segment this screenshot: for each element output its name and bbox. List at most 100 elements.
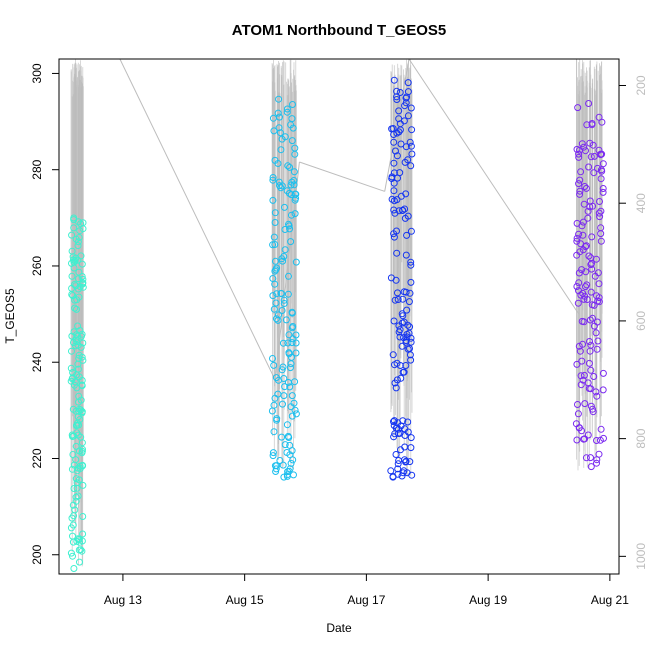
data-point xyxy=(283,421,291,429)
data-point xyxy=(70,224,78,232)
data-point xyxy=(589,141,597,149)
data-point xyxy=(587,288,595,296)
data-point xyxy=(285,331,293,339)
data-point xyxy=(70,339,77,346)
data-point xyxy=(594,164,601,172)
data-point xyxy=(577,381,585,389)
data-point xyxy=(280,300,288,307)
data-point xyxy=(398,342,406,350)
data-point xyxy=(269,355,276,362)
data-point xyxy=(575,230,583,238)
data-point xyxy=(392,384,400,392)
data-point xyxy=(586,139,594,147)
data-point xyxy=(586,338,593,345)
data-point xyxy=(394,465,402,473)
data-point xyxy=(575,269,583,277)
data-point xyxy=(575,342,583,350)
data-point xyxy=(407,227,415,235)
data-point xyxy=(583,281,591,289)
data-point xyxy=(582,283,589,291)
data-point xyxy=(73,421,81,429)
y-tick-label: 240 xyxy=(30,352,44,372)
data-point xyxy=(76,327,84,334)
data-point xyxy=(286,465,294,473)
data-point xyxy=(593,345,601,353)
data-point xyxy=(597,237,605,245)
data-point xyxy=(588,233,596,241)
data-point xyxy=(272,257,279,265)
data-point xyxy=(390,417,398,425)
data-point xyxy=(282,316,290,324)
data-point xyxy=(279,400,286,408)
data-point xyxy=(576,347,584,355)
data-point xyxy=(78,537,86,545)
data-point xyxy=(275,311,282,319)
data-point xyxy=(270,401,278,409)
data-point xyxy=(74,360,82,368)
data-point xyxy=(404,79,412,87)
data-point xyxy=(389,473,397,481)
data-point xyxy=(585,252,593,260)
data-point xyxy=(75,398,82,406)
right-tick-label: 200 xyxy=(634,75,648,95)
data-point xyxy=(573,234,581,242)
data-point xyxy=(574,104,582,112)
data-point xyxy=(388,173,396,181)
data-point xyxy=(77,252,85,260)
data-point xyxy=(394,460,402,468)
data-point xyxy=(276,129,284,137)
data-point xyxy=(575,424,583,432)
y-tick-label: 220 xyxy=(30,448,44,468)
data-point xyxy=(284,290,292,298)
data-point xyxy=(271,219,279,226)
data-point xyxy=(68,272,76,280)
data-point xyxy=(284,379,292,386)
data-point xyxy=(270,233,278,241)
data-point xyxy=(78,273,86,280)
data-point xyxy=(289,335,297,343)
data-point xyxy=(407,444,415,452)
data-point xyxy=(292,258,300,266)
data-point xyxy=(405,298,413,306)
data-point xyxy=(574,410,582,418)
data-point xyxy=(79,513,87,520)
data-point xyxy=(594,337,602,345)
data-point xyxy=(595,280,603,288)
data-point xyxy=(68,375,76,383)
data-point xyxy=(587,454,594,462)
data-point xyxy=(390,187,398,195)
data-point xyxy=(402,143,410,151)
data-point xyxy=(284,339,292,347)
data-point xyxy=(290,399,298,407)
data-point xyxy=(280,253,288,260)
data-point xyxy=(596,198,603,205)
data-point xyxy=(582,268,590,276)
data-point xyxy=(581,183,589,190)
data-point xyxy=(580,200,588,208)
data-point xyxy=(75,268,83,276)
data-point xyxy=(597,425,605,433)
data-point xyxy=(290,168,298,176)
data-point xyxy=(581,400,589,408)
data-point xyxy=(402,457,410,465)
data-point xyxy=(584,214,592,222)
data-point xyxy=(72,342,80,350)
data-point xyxy=(291,210,299,218)
data-point xyxy=(289,323,297,330)
y-tick-label: 300 xyxy=(30,63,44,83)
data-point xyxy=(74,218,82,226)
data-points xyxy=(67,76,607,572)
data-point xyxy=(291,150,299,158)
data-point xyxy=(599,386,607,394)
data-point xyxy=(599,160,607,168)
data-point xyxy=(407,338,415,346)
data-point xyxy=(286,451,294,459)
data-point xyxy=(584,379,592,387)
data-point xyxy=(590,373,598,380)
data-point xyxy=(593,318,601,326)
data-point xyxy=(587,261,595,269)
data-point xyxy=(79,530,87,538)
data-point xyxy=(393,96,401,103)
data-point xyxy=(79,275,87,283)
